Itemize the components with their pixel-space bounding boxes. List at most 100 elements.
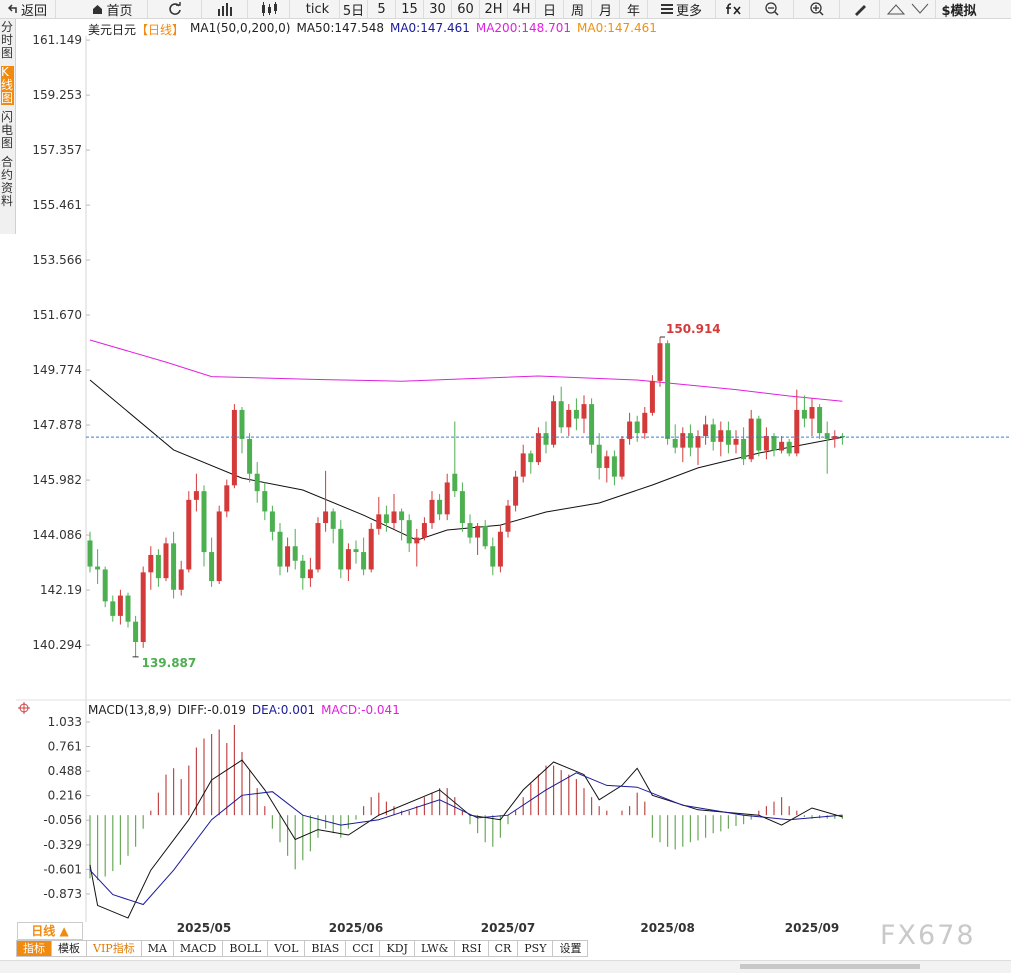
- back-button[interactable]: 返回: [0, 0, 56, 19]
- period-tab[interactable]: 日线 ▲: [17, 922, 83, 940]
- period-button[interactable]: tick: [296, 0, 340, 18]
- candle-body: [239, 409, 245, 439]
- home-icon: [93, 5, 103, 14]
- candle-body: [596, 444, 602, 468]
- triangle-icon: [911, 3, 928, 14]
- indicator-tab[interactable]: VOL: [268, 940, 306, 957]
- candle-body: [140, 572, 146, 642]
- indicator-line: [89, 379, 843, 541]
- sidebar-tab[interactable]: K线图: [1, 65, 14, 105]
- indicator-tab[interactable]: 设置: [553, 940, 589, 957]
- candle-body: [361, 552, 367, 570]
- sidebar-tab[interactable]: 闪电图: [1, 110, 14, 150]
- candle-body: [475, 525, 481, 538]
- indicator-tab[interactable]: 模板: [52, 940, 87, 957]
- period-button[interactable]: 周: [564, 0, 592, 19]
- candle-body: [573, 409, 579, 419]
- y-tick-label: -0.329: [43, 838, 82, 852]
- x-tick-label: 2025/09: [785, 921, 839, 935]
- toolbar: 返回 首页 tick 5日 5 15 30 60 2H 4H 日周月年 更多 $模拟: [0, 0, 1011, 19]
- period-button[interactable]: 日: [536, 0, 564, 19]
- shape-buttons[interactable]: [880, 0, 936, 18]
- formula-button[interactable]: [716, 0, 750, 18]
- sidebar-tab[interactable]: 合约资料: [1, 155, 14, 208]
- candle-body: [771, 436, 777, 451]
- period-button[interactable]: 2H: [480, 0, 508, 18]
- y-tick-label: 140.294: [32, 638, 82, 652]
- simulate-button[interactable]: $模拟: [936, 0, 982, 19]
- candle-body: [323, 511, 329, 524]
- candle-body: [467, 523, 473, 538]
- candle-body: [231, 409, 237, 486]
- candle-body: [102, 569, 108, 602]
- draw-button[interactable]: [840, 0, 880, 18]
- indicator-tab[interactable]: VIP指标: [87, 940, 142, 957]
- kline-button[interactable]: [248, 0, 290, 18]
- indicator-tab[interactable]: KDJ: [380, 940, 415, 957]
- candle-body: [421, 523, 427, 538]
- candle-body: [680, 433, 686, 448]
- candle-body: [801, 409, 807, 419]
- y-tick-label: 0.488: [48, 764, 82, 778]
- kline-icon: [261, 2, 277, 16]
- candle-body: [710, 424, 716, 442]
- home-label: 首页: [106, 3, 133, 19]
- candle-body: [186, 499, 192, 570]
- home-button[interactable]: 首页: [78, 0, 148, 19]
- period-button[interactable]: 5: [368, 0, 396, 18]
- max-label: 150.914: [666, 322, 721, 336]
- y-tick-label: 1.033: [48, 715, 82, 729]
- candle-body: [406, 520, 412, 544]
- indicator-tab[interactable]: MACD: [173, 940, 224, 957]
- candle-body: [611, 456, 617, 477]
- candle-body: [201, 491, 207, 553]
- candle-body: [391, 511, 397, 524]
- candle-body: [634, 421, 640, 434]
- candle-body: [300, 560, 306, 579]
- period-button[interactable]: 年: [620, 0, 648, 19]
- zoom-in-button[interactable]: [794, 0, 840, 18]
- y-tick-label: 149.774: [32, 363, 82, 377]
- indicator-tab[interactable]: LW&: [414, 940, 456, 957]
- indicator-tab[interactable]: 指标: [16, 940, 52, 957]
- legend-entry: DIFF:-0.019: [177, 703, 246, 717]
- period-button[interactable]: 4H: [508, 0, 536, 18]
- candle-body: [741, 438, 747, 460]
- candle-body: [703, 424, 709, 437]
- more-button[interactable]: 更多: [648, 0, 716, 19]
- indicator-tab[interactable]: RSI: [455, 940, 489, 957]
- candle-body: [353, 549, 359, 553]
- refresh-button[interactable]: [148, 0, 202, 18]
- x-tick-label: 2025/07: [481, 921, 535, 935]
- candle-body: [794, 409, 800, 454]
- candle-body: [513, 476, 519, 506]
- indicator-line: [89, 759, 843, 919]
- indicator-tab[interactable]: MA: [141, 940, 174, 957]
- period-button[interactable]: 15: [396, 0, 424, 18]
- zoom-out-button[interactable]: [750, 0, 794, 18]
- chart-button[interactable]: [202, 0, 248, 18]
- sidebar-tab[interactable]: 分时图: [1, 20, 14, 60]
- period-button[interactable]: 月: [592, 0, 620, 19]
- chart-title: 美元日元: [88, 23, 137, 37]
- period-button[interactable]: 30: [424, 0, 452, 18]
- candle-body: [779, 441, 785, 451]
- indicator-tab[interactable]: CR: [488, 940, 519, 957]
- candle-body: [604, 456, 610, 468]
- period-button[interactable]: 60: [452, 0, 480, 18]
- candle-body: [444, 482, 450, 515]
- indicator-tab[interactable]: BOLL: [223, 940, 269, 957]
- indicator-tab[interactable]: CCI: [346, 940, 381, 957]
- scroll-thumb[interactable]: [740, 964, 920, 969]
- candle-body: [528, 453, 534, 463]
- min-label: 139.887: [142, 656, 197, 670]
- indicator-tab[interactable]: PSY: [518, 940, 554, 957]
- candle-body: [292, 546, 298, 561]
- y-tick-label: 153.566: [32, 253, 82, 267]
- legend-entry: MACD(13,8,9): [88, 703, 172, 717]
- period-button[interactable]: 5日: [340, 0, 368, 19]
- candle-body: [543, 433, 549, 445]
- candle-body: [733, 438, 739, 445]
- indicator-tab[interactable]: BIAS: [305, 940, 347, 957]
